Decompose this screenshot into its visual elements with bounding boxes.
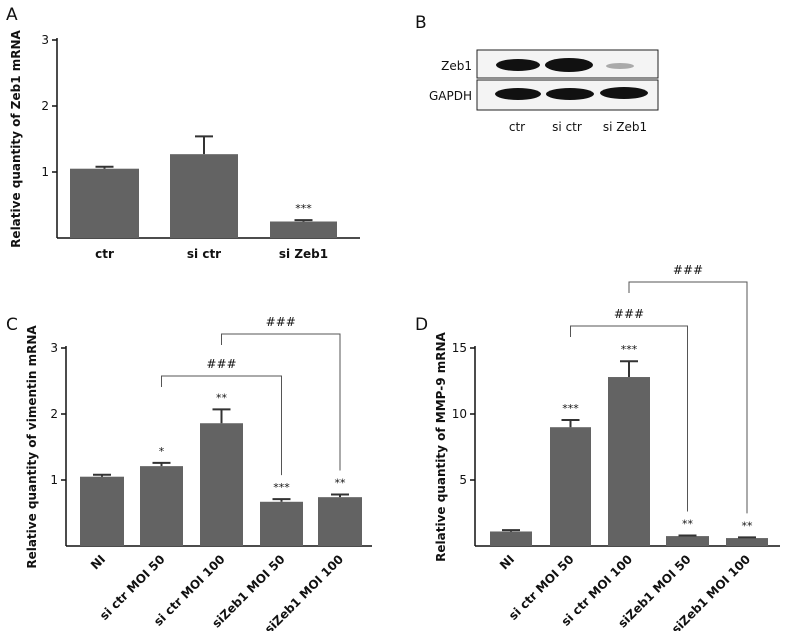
significance: ** xyxy=(742,519,754,532)
error-bar xyxy=(678,534,697,537)
error-bar xyxy=(331,493,349,498)
panel-letter: A xyxy=(6,5,18,25)
error-bar xyxy=(294,219,313,222)
bracket-label: ### xyxy=(673,263,703,277)
bracket xyxy=(161,375,282,476)
y-tick-label: 15 xyxy=(452,341,467,355)
blot-lane-label: si ctr xyxy=(552,120,582,134)
error-bar xyxy=(95,165,114,169)
y-tick-label: 1 xyxy=(50,473,58,487)
y-tick-label: 10 xyxy=(452,407,467,421)
significance: ** xyxy=(216,391,228,404)
y-tick-label: 2 xyxy=(50,407,58,421)
panel-letter: C xyxy=(6,315,18,335)
band xyxy=(600,87,648,99)
significance: *** xyxy=(273,481,290,494)
y-tick-label: 3 xyxy=(41,33,49,47)
y-axis-label: Relative quantity of MMP-9 mRNA xyxy=(434,331,448,561)
bar xyxy=(550,427,591,546)
blot-row-label: GAPDH xyxy=(429,89,472,103)
y-axis-label: Relative quantity of Zeb1 mRNA xyxy=(9,29,23,247)
band xyxy=(546,88,594,100)
bar xyxy=(270,221,337,238)
error-bar xyxy=(93,473,111,477)
error-bar xyxy=(620,360,638,378)
bracket xyxy=(570,325,688,512)
error-bar xyxy=(195,135,213,155)
bracket-label: ### xyxy=(614,307,644,321)
bracket xyxy=(628,281,748,514)
significance: *** xyxy=(621,343,638,356)
panel-letter: B xyxy=(415,13,427,33)
blot-lane-label: ctr xyxy=(509,120,525,134)
band xyxy=(545,58,593,72)
error-bar xyxy=(272,498,291,502)
significance: ** xyxy=(682,517,694,530)
error-bar xyxy=(502,529,520,532)
significance: *** xyxy=(562,402,579,415)
bar xyxy=(80,476,124,546)
error-bar xyxy=(212,408,231,424)
significance: * xyxy=(159,445,165,458)
bar xyxy=(140,466,183,546)
bar xyxy=(170,154,238,238)
significance: ** xyxy=(335,477,347,490)
error-bar xyxy=(152,461,171,467)
bar xyxy=(608,377,650,546)
error-bar xyxy=(738,536,756,539)
blot-row-label: Zeb1 xyxy=(441,59,472,73)
bracket xyxy=(221,333,341,471)
y-axis-label: Relative quantity of vimentin mRNA xyxy=(25,325,39,569)
bar xyxy=(666,536,709,546)
band xyxy=(495,88,541,100)
bar xyxy=(70,168,139,238)
y-tick-label: 1 xyxy=(41,165,49,179)
bracket-label: ### xyxy=(206,357,236,371)
band xyxy=(606,63,634,69)
x-tick-label: si Zeb1 xyxy=(279,247,328,261)
blot-lane-label: si Zeb1 xyxy=(603,120,647,134)
blot xyxy=(476,49,659,111)
band xyxy=(496,59,540,71)
bar xyxy=(726,538,768,546)
y-tick-label: 2 xyxy=(41,99,49,113)
x-tick-label: ctr xyxy=(95,247,114,261)
y-tick-label: 3 xyxy=(50,341,58,355)
panel-letter: D xyxy=(415,315,428,335)
error-bar xyxy=(561,418,580,428)
bar xyxy=(318,497,362,546)
significance: *** xyxy=(295,202,312,215)
y-tick-label: 5 xyxy=(459,473,467,487)
bar xyxy=(200,423,243,546)
bracket-label: ### xyxy=(266,315,296,329)
x-tick-label: si ctr xyxy=(187,247,221,261)
bar xyxy=(490,531,532,546)
bar xyxy=(260,501,303,546)
